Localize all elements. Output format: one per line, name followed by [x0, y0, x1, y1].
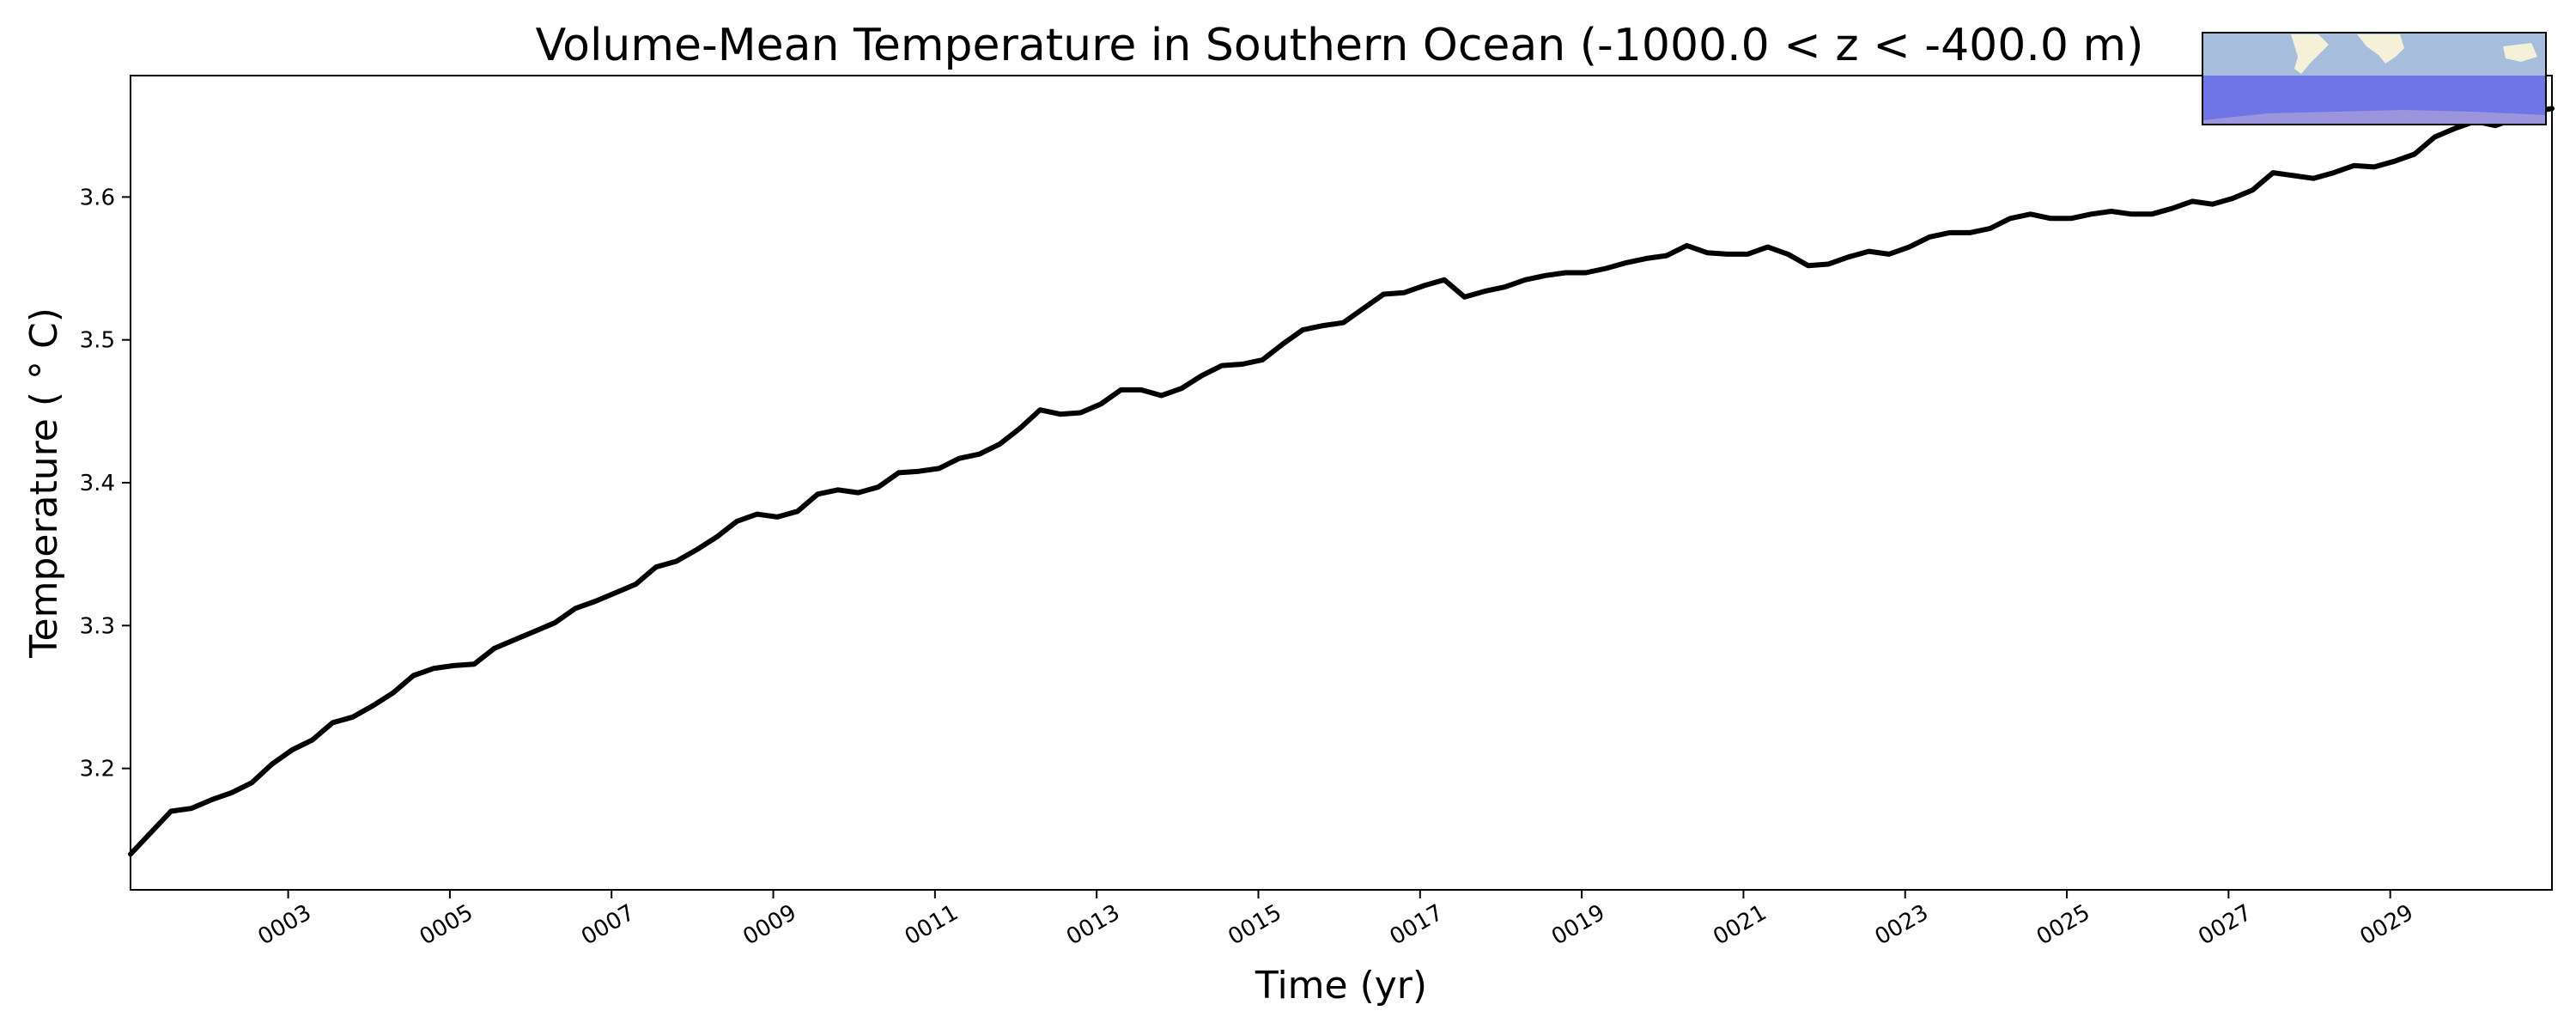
- inset-frame: [2202, 32, 2547, 125]
- y-tick-label: 3.3: [80, 613, 115, 639]
- y-axis-label: Temperature ( ° C): [22, 307, 66, 659]
- region-map-icon: [2202, 32, 2547, 125]
- y-tick-label: 3.2: [80, 757, 115, 782]
- x-axis-label: Time (yr): [1255, 964, 1427, 1008]
- inset-landmass: [2357, 34, 2404, 64]
- y-tick-label: 3.6: [80, 185, 115, 210]
- chart-title: Volume-Mean Temperature in Southern Ocea…: [536, 20, 2144, 71]
- inset-landmass: [2503, 43, 2537, 62]
- inset-antarctica: [2202, 110, 2546, 125]
- series-line: [128, 106, 2555, 857]
- y-tick-label: 3.4: [80, 471, 115, 496]
- y-tick-label: 3.5: [80, 328, 115, 354]
- y-axis: 3.2 3.3 3.4 3.5 3.6: [80, 185, 131, 782]
- inset-landmass: [2291, 34, 2329, 74]
